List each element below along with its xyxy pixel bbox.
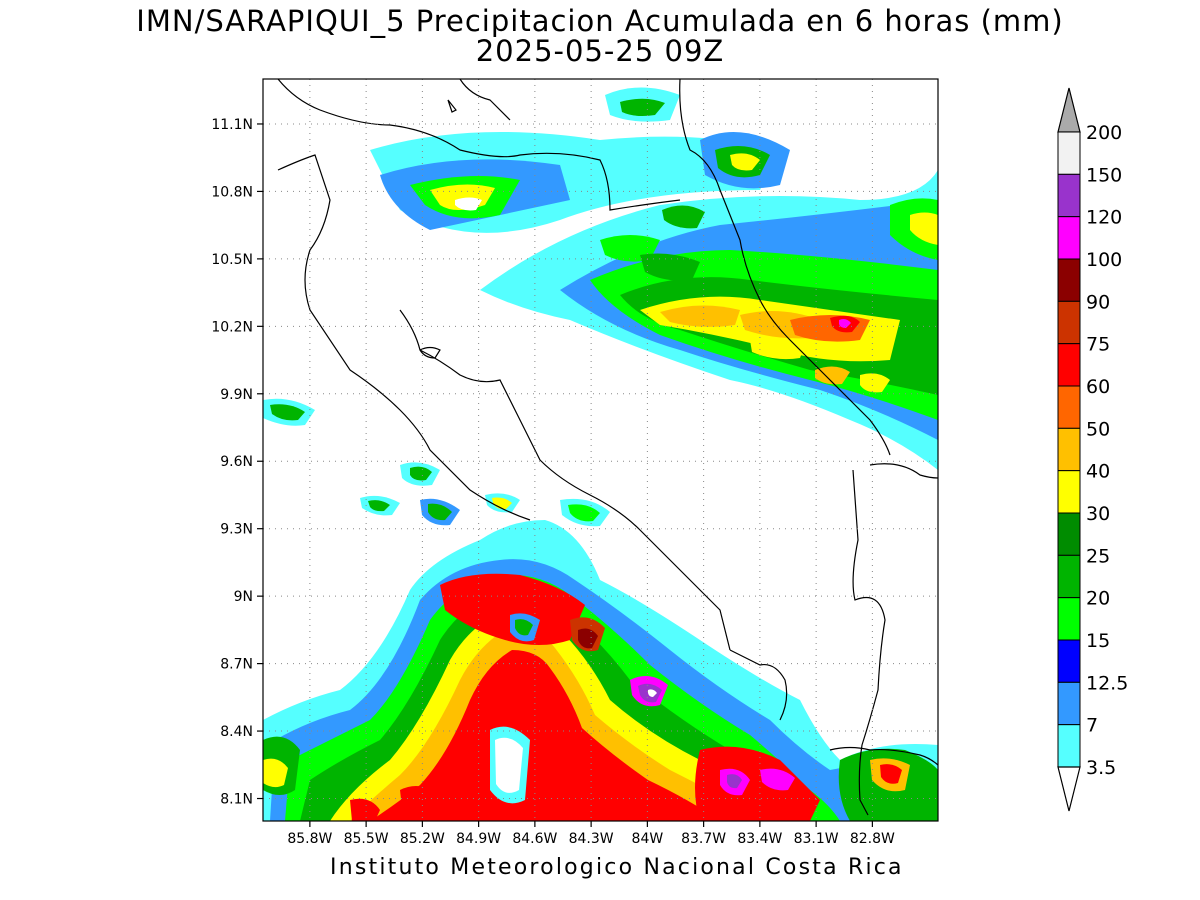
lat-tick-label: 11.1N bbox=[211, 117, 253, 133]
map-title: IMN/SARAPIQUI_5 Precipitacion Acumulada … bbox=[136, 4, 1064, 38]
colorbar-label: 50 bbox=[1086, 418, 1110, 440]
lat-tick-label: 10.8N bbox=[211, 184, 253, 200]
colorbar-swatch bbox=[1057, 681, 1081, 726]
colorbar-swatch bbox=[1057, 470, 1081, 514]
lat-tick-label: 10.2N bbox=[211, 319, 253, 335]
colorbar-label: 15 bbox=[1086, 630, 1110, 652]
colorbar-under-arrow bbox=[1057, 766, 1081, 812]
colorbar-label: 120 bbox=[1086, 207, 1122, 229]
rain-cells-central bbox=[263, 398, 610, 527]
lat-tick-label: 8.4N bbox=[220, 724, 253, 740]
lon-tick-label: 83.1W bbox=[794, 831, 839, 847]
lat-tick-label: 10.5N bbox=[211, 252, 253, 268]
colorbar-label: 200 bbox=[1086, 122, 1122, 144]
lon-tick-label: 84W bbox=[632, 831, 664, 847]
colorbar-label: 25 bbox=[1086, 545, 1110, 567]
rain-band-north bbox=[370, 87, 790, 233]
lat-tick-label: 9.3N bbox=[220, 522, 253, 538]
lat-tick-label: 8.7N bbox=[220, 657, 253, 673]
lon-tick-label: 85.5W bbox=[344, 831, 389, 847]
colorbar-over-arrow bbox=[1057, 87, 1081, 133]
footer-credit: Instituto Meteorologico Nacional Costa R… bbox=[330, 855, 904, 880]
colorbar-swatch bbox=[1057, 639, 1081, 683]
colorbar-label: 20 bbox=[1086, 588, 1110, 610]
colorbar-swatch bbox=[1057, 512, 1081, 556]
colorbar-swatch bbox=[1057, 597, 1081, 641]
plot-frame bbox=[262, 78, 939, 822]
lat-lon-grid bbox=[263, 79, 938, 821]
rain-area-south bbox=[263, 520, 938, 821]
colorbar-swatch bbox=[1057, 554, 1081, 599]
colorbar-swatch bbox=[1057, 216, 1081, 260]
colorbar-label: 150 bbox=[1086, 164, 1122, 186]
colorbar-label: 3.5 bbox=[1086, 757, 1116, 779]
lat-tick-label: 8.1N bbox=[220, 792, 253, 808]
colorbar-swatch bbox=[1057, 343, 1081, 387]
colorbar-label: 90 bbox=[1086, 291, 1110, 313]
colorbar-label: 12.5 bbox=[1086, 672, 1128, 694]
colorbar-label: 75 bbox=[1086, 334, 1110, 356]
colorbar-swatch bbox=[1057, 724, 1081, 768]
axis-ticks: 11.1N 10.8N 10.5N 10.2N 9.9N 9.6N 9.3N 9N 8.7N 8.… bbox=[211, 117, 895, 847]
lon-tick-label: 84.6W bbox=[512, 831, 557, 847]
map-subtitle: 2025-05-25 09Z bbox=[475, 34, 725, 68]
lon-tick-label: 85.8W bbox=[287, 831, 332, 847]
colorbar-label: 7 bbox=[1086, 715, 1098, 737]
lon-tick-label: 85.2W bbox=[400, 831, 445, 847]
coastline bbox=[277, 79, 938, 816]
colorbar: 200 150 120 100 90 75 60 50 40 30 25 20 15 12.5 7 3.5 bbox=[1057, 87, 1128, 812]
colorbar-swatch bbox=[1057, 427, 1081, 472]
colorbar-swatch bbox=[1057, 385, 1081, 429]
precipitation-field bbox=[263, 87, 938, 821]
lon-tick-label: 82.8W bbox=[850, 831, 895, 847]
lon-tick-label: 84.3W bbox=[569, 831, 614, 847]
colorbar-label: 60 bbox=[1086, 376, 1110, 398]
colorbar-label: 30 bbox=[1086, 503, 1110, 525]
colorbar-label: 100 bbox=[1086, 249, 1122, 271]
rain-band-northeast bbox=[480, 170, 938, 470]
colorbar-swatch bbox=[1057, 300, 1081, 345]
lat-tick-label: 9.9N bbox=[220, 387, 253, 403]
lat-tick-label: 9.6N bbox=[220, 454, 253, 470]
colorbar-swatch bbox=[1057, 131, 1081, 175]
lon-tick-label: 83.7W bbox=[681, 831, 726, 847]
colorbar-swatch bbox=[1057, 173, 1081, 218]
colorbar-label: 40 bbox=[1086, 461, 1110, 483]
lat-tick-label: 9N bbox=[234, 589, 253, 605]
lon-tick-label: 83.4W bbox=[737, 831, 782, 847]
colorbar-swatch bbox=[1057, 258, 1081, 302]
lon-tick-label: 84.9W bbox=[456, 831, 501, 847]
